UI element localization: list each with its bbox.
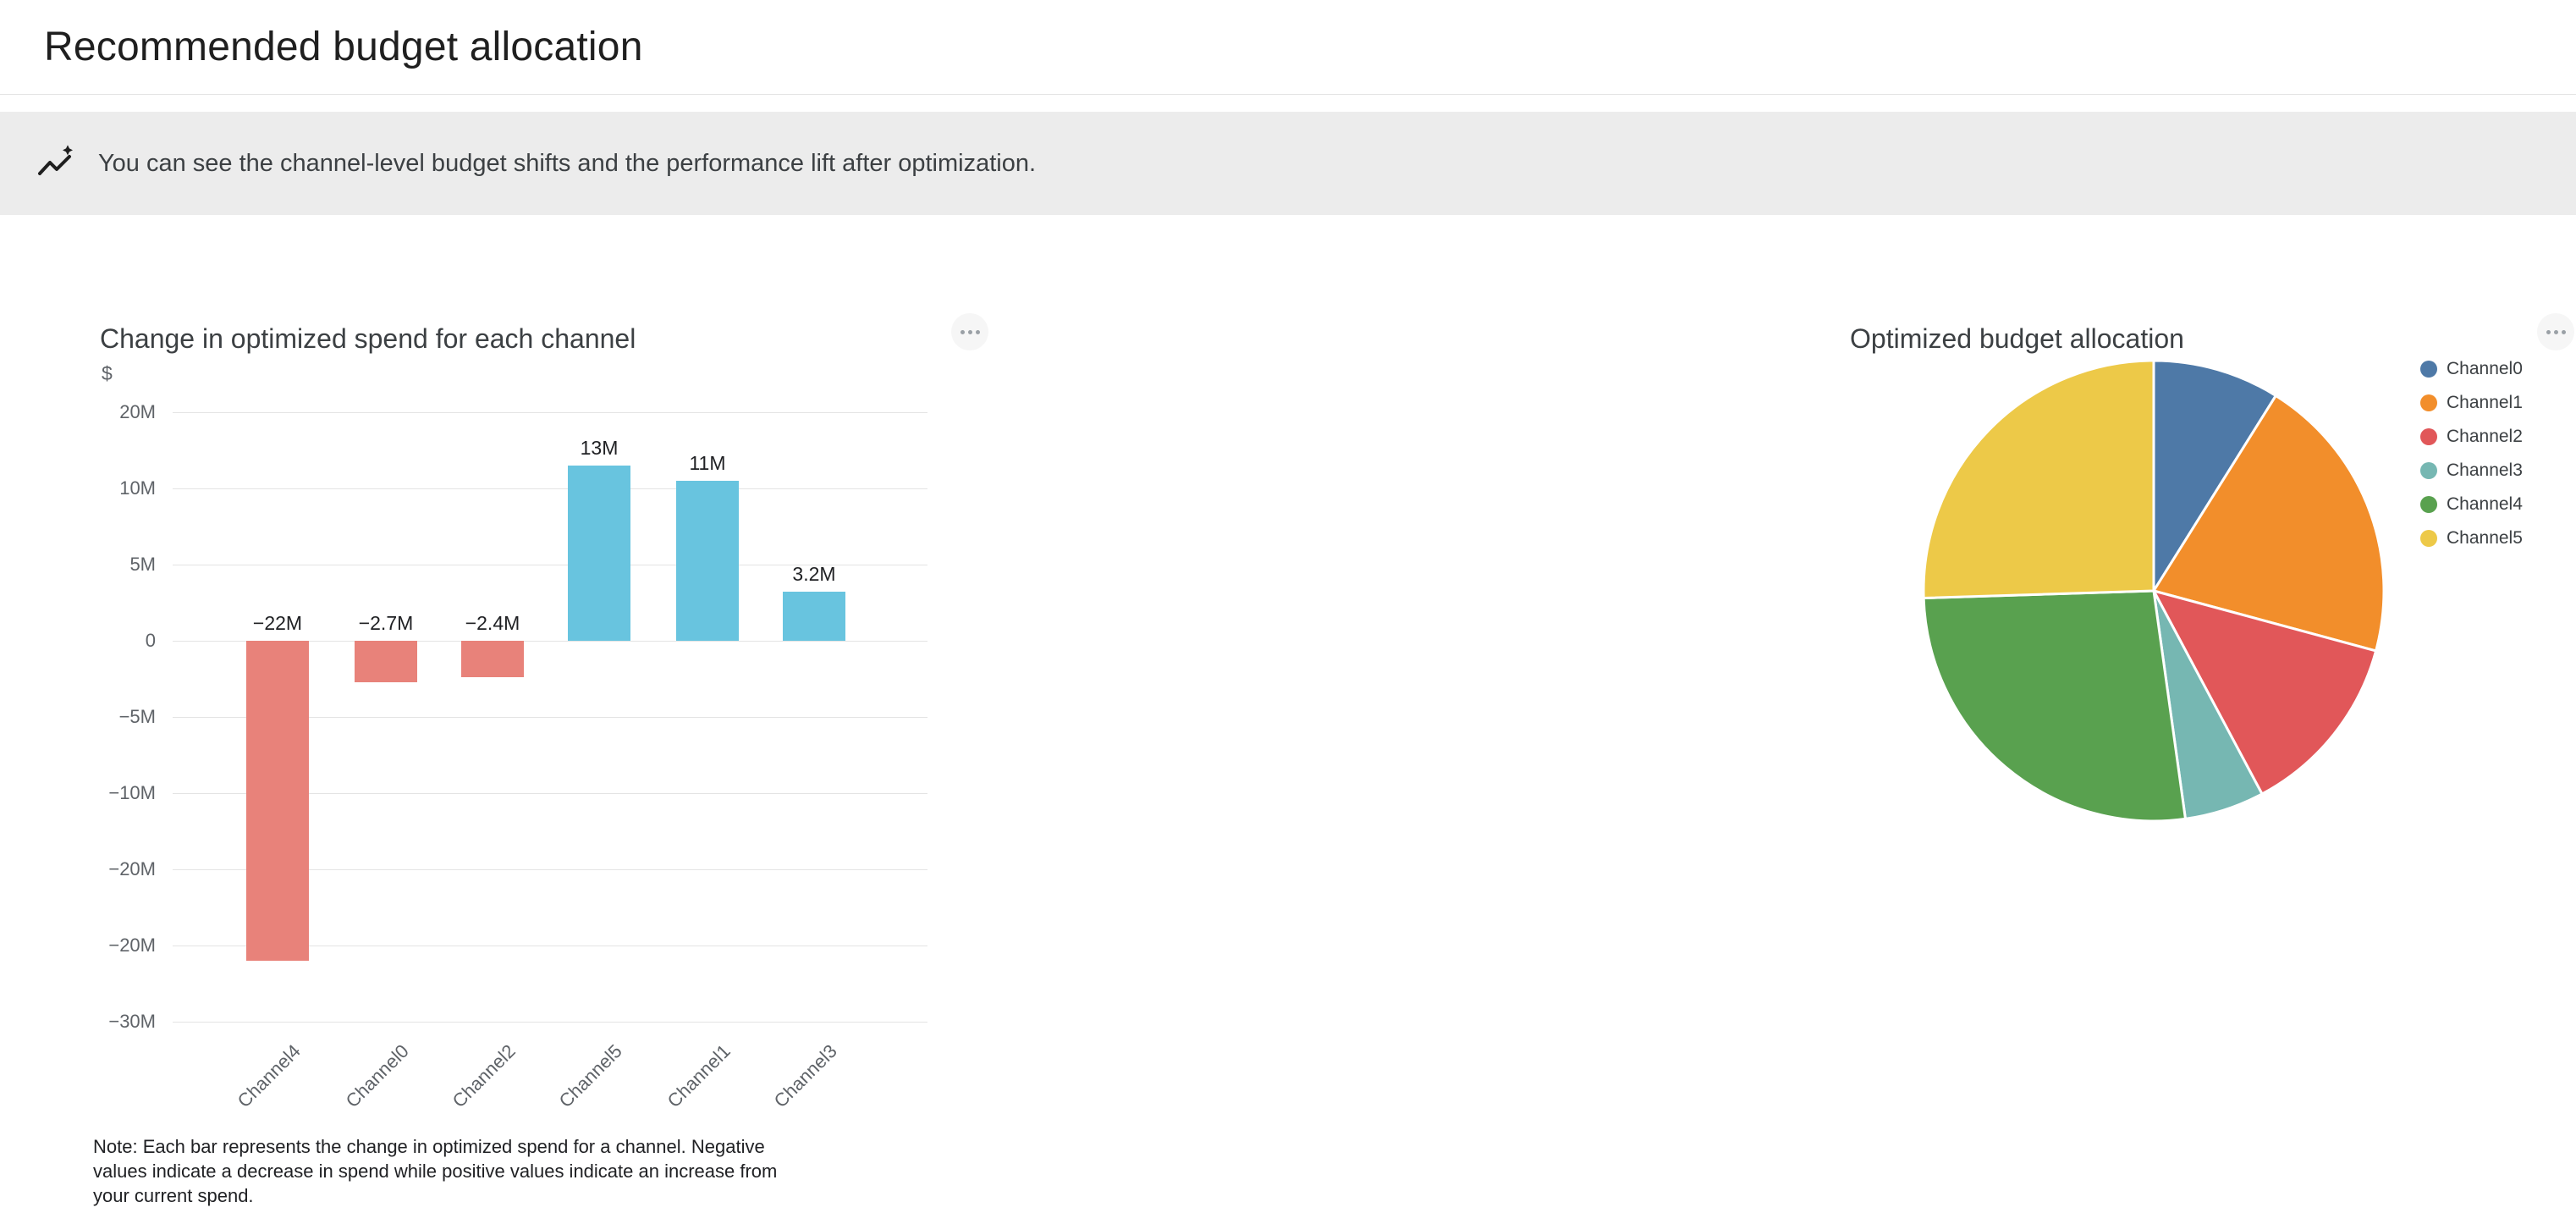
x-axis-label-Channel1: Channel1 bbox=[663, 1040, 735, 1112]
x-axis-label-Channel0: Channel0 bbox=[341, 1040, 413, 1112]
bar-chart-more-options-button[interactable] bbox=[951, 313, 988, 350]
legend-label: Channel3 bbox=[2447, 460, 2523, 480]
legend-swatch-icon bbox=[2420, 361, 2437, 378]
y-axis-tick-label: −20M bbox=[108, 858, 156, 879]
insights-icon bbox=[36, 143, 76, 184]
y-axis-tick-label: −10M bbox=[108, 782, 156, 803]
bar-chart-note: Note: Each bar represents the change in … bbox=[93, 1136, 778, 1206]
legend-swatch-icon bbox=[2420, 428, 2437, 445]
legend-label: Channel4 bbox=[2447, 494, 2523, 514]
y-axis-tick-label: 0 bbox=[145, 630, 156, 651]
legend-item-Channel1: Channel1 bbox=[2420, 393, 2523, 413]
legend-item-Channel4: Channel4 bbox=[2420, 494, 2523, 515]
x-axis-label-Channel3: Channel3 bbox=[769, 1040, 841, 1112]
legend-item-Channel5: Channel5 bbox=[2420, 528, 2523, 549]
legend-swatch-icon bbox=[2420, 496, 2437, 513]
bar-Channel2 bbox=[461, 641, 524, 678]
page-title: Recommended budget allocation bbox=[44, 25, 643, 69]
y-axis-tick-label: −30M bbox=[108, 1011, 156, 1032]
info-banner: You can see the channel-level budget shi… bbox=[0, 112, 2576, 215]
pie-slice-Channel5 bbox=[1922, 359, 2155, 600]
gridline bbox=[173, 412, 927, 413]
gridline bbox=[173, 1022, 927, 1023]
y-axis-tick-label: 5M bbox=[129, 554, 156, 575]
gridline bbox=[173, 488, 927, 489]
page-header: Recommended budget allocation bbox=[0, 0, 2576, 95]
pie-slice-Channel2 bbox=[2152, 589, 2378, 796]
legend-item-Channel2: Channel2 bbox=[2420, 427, 2523, 447]
legend-item-Channel3: Channel3 bbox=[2420, 460, 2523, 481]
y-axis-tick-label: −20M bbox=[108, 935, 156, 956]
legend-swatch-icon bbox=[2420, 530, 2437, 547]
pie-chart-more-options-button[interactable] bbox=[2537, 313, 2574, 350]
pie-legend: Channel0 Channel1 Channel2 Channel3 Channel4… bbox=[2420, 359, 2523, 562]
bar-value-label: 13M bbox=[580, 437, 619, 459]
legend-item-Channel0: Channel0 bbox=[2420, 359, 2523, 379]
legend-swatch-icon bbox=[2420, 394, 2437, 411]
bar-Channel5 bbox=[568, 466, 630, 641]
pie-chart-title: Optimized budget allocation bbox=[1850, 323, 2184, 354]
bar-value-label: −2.7M bbox=[358, 612, 414, 634]
bar-Channel4 bbox=[246, 641, 309, 961]
more-options-icon bbox=[2546, 329, 2551, 334]
bar-Channel1 bbox=[676, 481, 739, 641]
legend-label: Channel5 bbox=[2447, 528, 2523, 548]
pie-chart-card: Optimized budget allocation Channel0 Chan… bbox=[1828, 312, 2576, 912]
pie-chart-svg bbox=[1922, 359, 2386, 823]
bar-value-label: −2.4M bbox=[465, 612, 520, 634]
bar-plot-area: −22M Channel4 −2.7M Channel0 −2.4M Channel2 13… bbox=[173, 412, 927, 1111]
pie-slice-Channel1 bbox=[2152, 394, 2386, 653]
x-axis-label-Channel2: Channel2 bbox=[448, 1040, 520, 1112]
pie-slice-Channel4 bbox=[1922, 589, 2187, 823]
bar-value-label: −22M bbox=[252, 612, 303, 634]
y-axis-tick-label: −5M bbox=[118, 706, 156, 727]
x-axis-label-Channel5: Channel5 bbox=[554, 1040, 626, 1112]
gridline bbox=[173, 641, 927, 642]
gridline bbox=[173, 869, 927, 870]
bar-Channel0 bbox=[355, 641, 417, 682]
bar-value-label: 3.2M bbox=[792, 563, 836, 586]
gridline bbox=[173, 717, 927, 718]
legend-swatch-icon bbox=[2420, 462, 2437, 479]
more-options-icon bbox=[960, 329, 965, 334]
y-axis-unit-label: $ bbox=[102, 362, 113, 384]
bar-chart-card: Change in optimized spend for each chann… bbox=[76, 312, 1024, 1224]
pie-slice-Channel0 bbox=[2152, 359, 2277, 593]
bar-value-label: 11M bbox=[689, 452, 726, 474]
bar-Channel3 bbox=[783, 592, 845, 641]
legend-label: Channel2 bbox=[2447, 427, 2523, 446]
y-axis-tick-label: 10M bbox=[119, 477, 156, 499]
info-banner-text: You can see the channel-level budget shi… bbox=[98, 149, 1037, 177]
y-axis-tick-label: 20M bbox=[119, 401, 156, 422]
x-axis-label-Channel4: Channel4 bbox=[233, 1040, 305, 1112]
legend-label: Channel0 bbox=[2447, 359, 2523, 378]
bar-chart-title: Change in optimized spend for each chann… bbox=[100, 323, 636, 354]
gridline bbox=[173, 793, 927, 794]
legend-label: Channel1 bbox=[2447, 393, 2523, 412]
